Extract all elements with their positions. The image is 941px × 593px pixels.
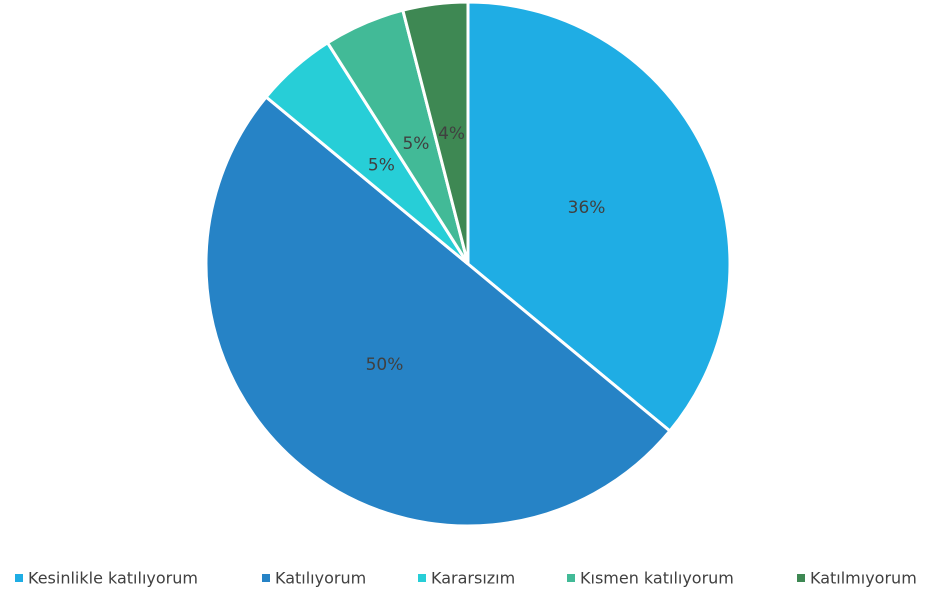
pie-slice xyxy=(401,0,470,265)
legend-swatch xyxy=(15,574,23,582)
data-label: 50% xyxy=(366,355,404,375)
legend-swatch xyxy=(797,574,805,582)
legend-swatch xyxy=(262,574,270,582)
data-label: 36% xyxy=(568,198,606,218)
legend-swatch xyxy=(418,574,426,582)
pie-slice xyxy=(204,94,672,528)
data-label: 4% xyxy=(438,124,465,144)
legend-swatch xyxy=(567,574,575,582)
legend-label: Katılıyorum xyxy=(275,569,366,588)
legend-label: Kısmen katılıyorum xyxy=(580,569,734,588)
pie-slice xyxy=(466,0,732,434)
legend-label: Kesinlikle katılıyorum xyxy=(28,569,198,588)
legend-label: Katılmıyorum xyxy=(810,569,917,588)
legend-label: Kararsızım xyxy=(431,569,515,588)
data-label: 5% xyxy=(402,134,429,154)
data-label: 5% xyxy=(368,156,395,176)
